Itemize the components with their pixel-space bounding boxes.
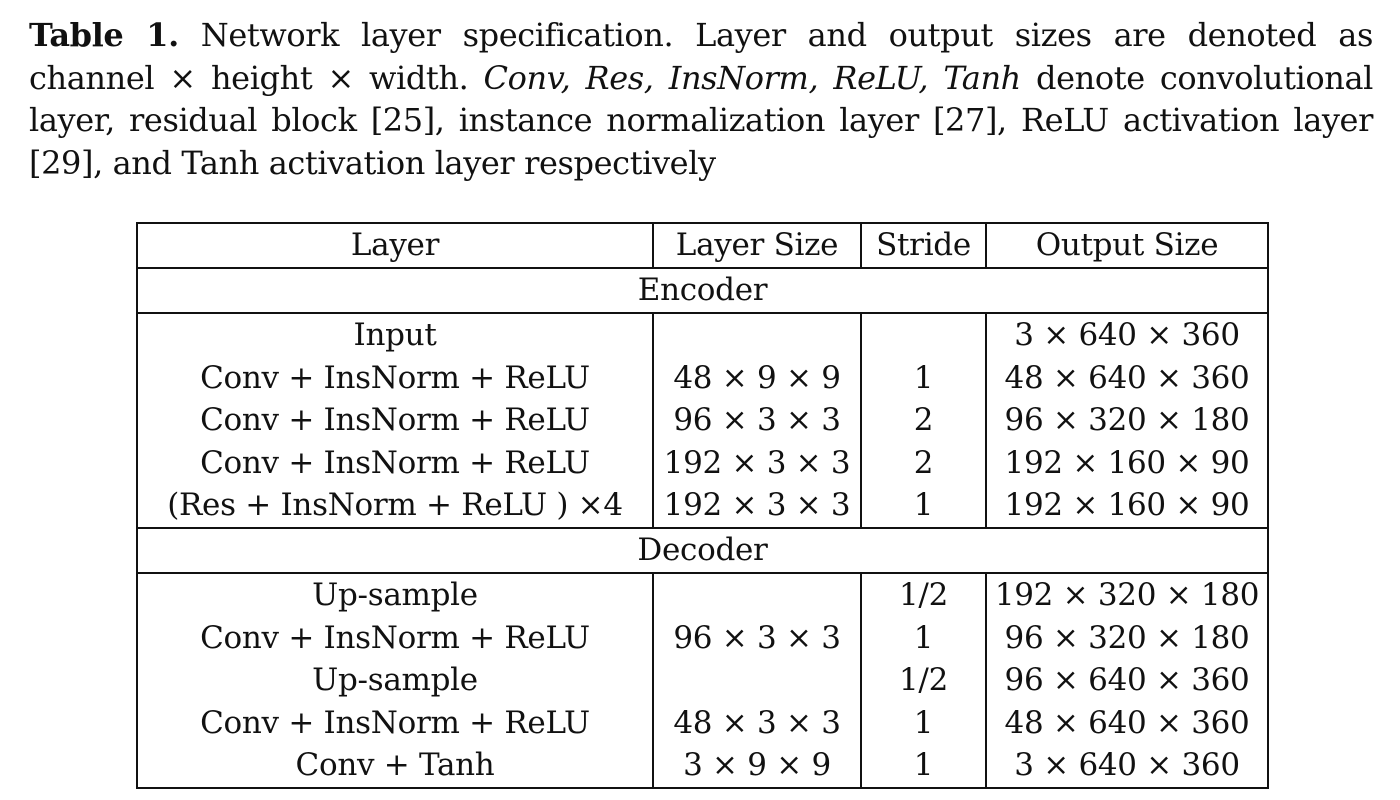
cell-layer-size: 192 × 3 × 3 [652,441,862,485]
cell-layer-size: 192 × 3 × 3 [652,484,862,528]
table-row: Conv + InsNorm + ReLU 48 × 9 × 9 1 48 × 640… [136,356,1269,400]
cell-layer: Conv + InsNorm + ReLU [136,399,654,442]
section-row: Encoder [136,267,1269,314]
cell-layer-size: 3 × 9 × 9 [652,744,862,788]
cell-stride: 1 [860,744,987,788]
header-layer: Layer [136,223,654,269]
cell-layer: Up-sample [136,572,654,617]
cell-layer: (Res + InsNorm + ReLU ) ×4 [136,484,654,528]
cell-stride: 1 [860,701,987,745]
cell-layer-size [652,659,862,702]
cell-stride: 1 [860,484,987,528]
cell-layer-size: 48 × 9 × 9 [652,356,862,400]
table-row: Conv + InsNorm + ReLU 96 × 3 × 3 2 96 × 320… [136,399,1269,442]
cell-output-size: 96 × 320 × 180 [985,616,1269,660]
table-row: Input 3 × 640 × 360 [136,313,1269,357]
cell-output-size: 3 × 640 × 360 [985,313,1269,357]
cell-layer-size [652,572,862,617]
table-row: (Res + InsNorm + ReLU ) ×4 192 × 3 × 3 1 19… [136,484,1269,528]
cell-layer: Conv + InsNorm + ReLU [136,701,654,745]
table-row: Conv + InsNorm + ReLU 48 × 3 × 3 1 48 × 640… [136,701,1269,745]
cell-output-size: 48 × 640 × 360 [985,701,1269,745]
table-row: Up-sample 1/2 96 × 640 × 360 [136,659,1269,702]
cell-layer: Conv + InsNorm + ReLU [136,441,654,485]
cell-stride [860,313,987,357]
cell-output-size: 96 × 320 × 180 [985,399,1269,442]
cell-layer-size [652,313,862,357]
cell-layer: Up-sample [136,659,654,702]
table-caption: Table 1. Network layer specification. La… [29,14,1373,184]
cell-layer-size: 96 × 3 × 3 [652,399,862,442]
cell-layer: Conv + InsNorm + ReLU [136,616,654,660]
header-output-size: Output Size [985,223,1269,269]
cell-output-size: 192 × 320 × 180 [985,572,1269,617]
table-label: Table 1. [29,16,179,54]
cell-stride: 1/2 [860,659,987,702]
table-row: Conv + InsNorm + ReLU 96 × 3 × 3 1 96 × 320… [136,616,1269,660]
table-row: Up-sample 1/2 192 × 320 × 180 [136,572,1269,617]
section-row: Decoder [136,526,1269,574]
cell-output-size: 3 × 640 × 360 [985,744,1269,788]
section-title: Decoder [136,526,1269,574]
caption-text-after: denote convolutional layer, residual blo… [29,58,1373,182]
cell-output-size: 192 × 160 × 90 [985,441,1269,485]
cell-stride: 2 [860,399,987,442]
cell-output-size: 48 × 640 × 360 [985,356,1269,400]
cell-layer-size: 96 × 3 × 3 [652,616,862,660]
caption-italic-terms: Conv, Res, InsNorm, ReLU, Tanh [483,58,1022,97]
cell-layer-size: 48 × 3 × 3 [652,701,862,745]
cell-output-size: 96 × 640 × 360 [985,659,1269,702]
cell-stride: 1/2 [860,572,987,617]
cell-layer: Input [136,313,654,357]
section-title: Encoder [136,267,1269,314]
cell-stride: 1 [860,616,987,660]
cell-layer: Conv + InsNorm + ReLU [136,356,654,400]
table-row: Conv + InsNorm + ReLU 192 × 3 × 3 2 192 × 1… [136,441,1269,485]
header-layer-size: Layer Size [652,223,862,269]
layer-spec-table: Layer Layer Size Stride Output Size Enco… [136,222,1269,789]
header-row: Layer Layer Size Stride Output Size [136,223,1269,269]
header-stride: Stride [860,223,987,269]
cell-output-size: 192 × 160 × 90 [985,484,1269,528]
cell-stride: 1 [860,356,987,400]
caption-text-before: Network layer specification. Layer and o… [29,16,1373,97]
cell-layer: Conv + Tanh [136,744,654,788]
cell-stride: 2 [860,441,987,485]
